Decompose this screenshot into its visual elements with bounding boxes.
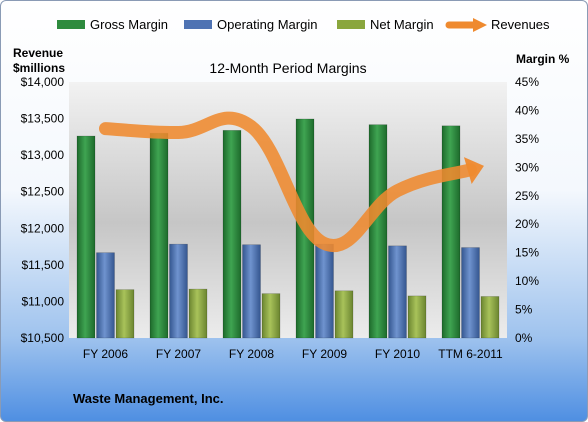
revenue-line-path bbox=[99, 111, 477, 253]
legend-label-net-margin: Net Margin bbox=[370, 17, 434, 32]
bar-net-margin bbox=[334, 290, 354, 339]
bar-gross-margin bbox=[368, 124, 388, 339]
bar-net-margin bbox=[407, 295, 427, 339]
bar-net-margin bbox=[188, 288, 208, 339]
company-name: Waste Management, Inc. bbox=[73, 391, 224, 406]
left-tick-label: $11,500 bbox=[22, 258, 65, 272]
bar-gross-margin bbox=[441, 125, 461, 339]
right-tick-label: 30% bbox=[515, 160, 539, 174]
bar-net-margin bbox=[261, 293, 281, 339]
legend-swatch-net-margin bbox=[337, 20, 365, 29]
right-tick-label: 0% bbox=[515, 331, 533, 345]
legend-swatch-gross-margin bbox=[57, 20, 85, 29]
left-tick-label: $13,500 bbox=[21, 112, 65, 126]
bar-net-margin bbox=[480, 296, 500, 339]
bar-operating-margin bbox=[169, 243, 188, 339]
bar-marks bbox=[76, 118, 500, 339]
bar-operating-margin bbox=[388, 245, 407, 339]
left-axis-ticks: $10,500 $11,000 $11,500 $12,000 $12,500 $13,0… bbox=[21, 75, 65, 345]
right-axis-title: Margin % bbox=[516, 52, 570, 66]
bar-operating-margin bbox=[315, 243, 334, 339]
right-axis-ticks: 0% 5% 10% 15% 20% 25% 30% 35% 40% 45% bbox=[515, 75, 539, 345]
legend-arrowhead-revenues bbox=[473, 18, 487, 32]
plot-area bbox=[69, 82, 507, 338]
right-tick-label: 5% bbox=[515, 303, 533, 317]
bar-operating-margin bbox=[96, 252, 115, 339]
left-tick-label: $14,000 bbox=[21, 75, 65, 89]
category-axis-ticks: FY 2006 FY 2007 FY 2008 FY 2009 FY 2010 TTM 6… bbox=[83, 347, 503, 361]
left-axis-title-line2: $millions bbox=[13, 61, 65, 75]
category-tick-label: FY 2007 bbox=[156, 347, 201, 361]
category-tick-label: FY 2006 bbox=[83, 347, 128, 361]
right-tick-label: 40% bbox=[515, 103, 539, 117]
right-tick-label: 35% bbox=[515, 132, 539, 146]
left-axis-title-line1: Revenue bbox=[13, 46, 63, 60]
right-tick-label: 20% bbox=[515, 217, 539, 231]
legend-label-operating-margin: Operating Margin bbox=[217, 17, 317, 32]
revenue-line bbox=[99, 111, 484, 253]
left-tick-label: $10,500 bbox=[21, 331, 65, 345]
legend-label-revenues: Revenues bbox=[491, 17, 550, 32]
left-tick-label: $12,500 bbox=[21, 185, 65, 199]
chart-title: 12-Month Period Margins bbox=[209, 60, 366, 76]
category-tick-label: FY 2008 bbox=[229, 347, 274, 361]
bar-gross-margin bbox=[222, 130, 242, 339]
bar-gross-margin bbox=[149, 132, 169, 339]
category-tick-label: FY 2010 bbox=[375, 347, 420, 361]
category-tick-label: FY 2009 bbox=[302, 347, 347, 361]
left-tick-label: $12,000 bbox=[21, 221, 65, 235]
right-tick-label: 15% bbox=[515, 246, 539, 260]
legend-swatch-operating-margin bbox=[184, 20, 212, 29]
left-tick-label: $11,000 bbox=[22, 294, 65, 308]
bar-gross-margin bbox=[76, 135, 96, 339]
right-tick-label: 45% bbox=[515, 75, 539, 89]
left-tick-label: $13,000 bbox=[21, 148, 65, 162]
category-tick-label: TTM 6-2011 bbox=[438, 347, 503, 361]
right-tick-label: 10% bbox=[515, 274, 539, 288]
bar-net-margin bbox=[115, 289, 135, 339]
revenue-arrowhead bbox=[463, 157, 484, 185]
right-tick-label: 25% bbox=[515, 189, 539, 203]
bar-operating-margin bbox=[461, 247, 480, 339]
bar-operating-margin bbox=[242, 244, 261, 339]
legend: Gross Margin Operating Margin Net Margin… bbox=[57, 17, 550, 32]
legend-label-gross-margin: Gross Margin bbox=[90, 17, 168, 32]
